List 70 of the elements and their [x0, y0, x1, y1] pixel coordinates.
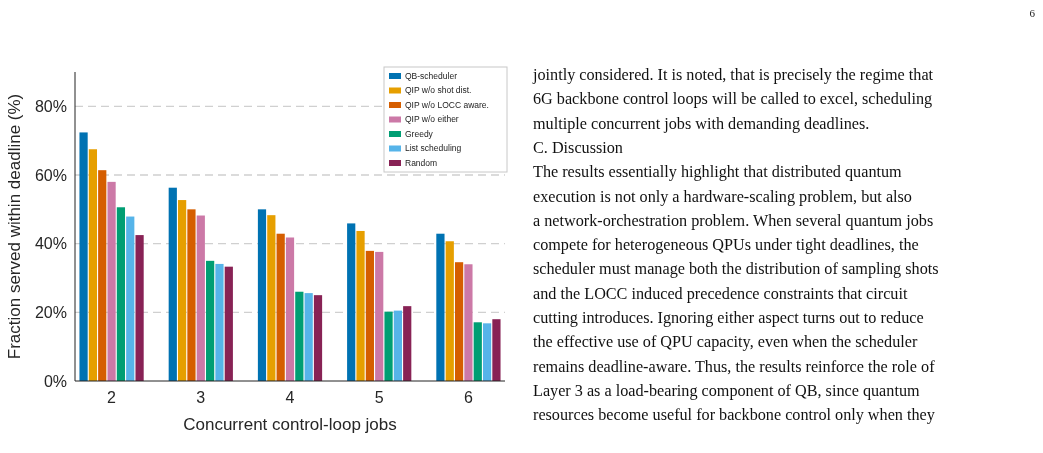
bar: [196, 215, 205, 381]
text: multiple concurrent jobs with demanding deadlines.: [533, 114, 870, 133]
y-tick-label: 40%: [34, 235, 67, 253]
bar: [187, 209, 196, 381]
bar: [482, 323, 492, 381]
bar: [168, 187, 177, 381]
y-tick-label: 20%: [34, 303, 67, 321]
y-tick-label: 80%: [34, 97, 67, 115]
text: 6G backbone control loops will be called to excel, scheduling: [533, 90, 933, 109]
bar: [304, 293, 313, 381]
bar: [276, 233, 285, 381]
text: remains deadline-aware. Thus, the results reinforce the role of: [533, 357, 936, 376]
bar: [267, 215, 276, 381]
text: resources become useful for backbone control only when they: [533, 406, 936, 425]
bar: [257, 209, 267, 381]
bar: [178, 200, 187, 381]
bar: [384, 311, 393, 381]
bar: [492, 319, 501, 381]
text: The results essentially highlight that distributed quantum: [533, 163, 903, 182]
bar: [206, 260, 215, 381]
legend-label: QIP w/o LOCC aware.: [405, 99, 489, 110]
y-axis-title: Fraction served within deadline (%): [5, 93, 24, 360]
x-tick-label: 4: [285, 389, 295, 406]
bar: [116, 207, 126, 381]
legend-label: List scheduling: [405, 143, 462, 154]
bar: [98, 170, 107, 381]
bar: [454, 262, 464, 381]
bar: [347, 223, 356, 381]
bar: [88, 149, 98, 381]
text: C. Discussion: [533, 138, 623, 157]
x-tick-label: 5: [374, 389, 384, 406]
text: Layer 3 as a load-bearing component of QB, since quantum: [533, 381, 920, 400]
bar: [285, 237, 295, 381]
text: cutting introduces. Ignoring either aspect turns out to reduce: [533, 309, 924, 327]
bar: [393, 310, 402, 381]
text: jointly considered. It is noted, that is precisely the regime that: [532, 66, 934, 84]
bar: [107, 181, 116, 381]
x-axis-title: Concurrent control-loop jobs: [183, 415, 397, 434]
legend-label: Random: [405, 157, 438, 168]
bar: [464, 264, 473, 381]
bar: [436, 233, 445, 381]
text: 6: [1029, 7, 1036, 19]
text: execution is not only a hardware-scaling problem, but also: [533, 187, 912, 206]
bar: [135, 235, 144, 381]
bar: [126, 216, 135, 381]
x-tick-label: 2: [107, 389, 117, 406]
bar: [375, 251, 384, 381]
legend-label: QIP w/o either: [405, 114, 459, 125]
bar: [79, 132, 88, 381]
y-tick-label: 60%: [34, 166, 67, 184]
bar: [356, 230, 365, 381]
bar: [365, 250, 374, 381]
text: scheduler must manage both the distribution of sampling shots: [533, 260, 939, 279]
bar: [224, 266, 233, 381]
bar: [215, 263, 224, 381]
bar: [403, 306, 412, 381]
bar: [445, 241, 454, 381]
legend-label: QB-scheduler: [405, 70, 458, 81]
legend-label: Greedy: [405, 128, 434, 139]
text: compete for heterogeneous QPUs under tight deadlines, the: [533, 236, 919, 255]
bar: [295, 291, 304, 381]
text: and the LOCC induced precedence constraints that circuit: [533, 284, 908, 303]
x-tick-label: 6: [463, 389, 473, 406]
legend-label: QIP w/o shot dist.: [405, 85, 472, 96]
x-tick-label: 3: [196, 389, 206, 406]
bar: [313, 295, 323, 381]
text: the effective use of QPU capacity, even when the scheduler: [533, 333, 918, 352]
bar: [473, 322, 482, 381]
text: a network-orchestration problem. When several quantum jobs: [533, 211, 934, 230]
y-tick-label: 0%: [43, 372, 67, 390]
